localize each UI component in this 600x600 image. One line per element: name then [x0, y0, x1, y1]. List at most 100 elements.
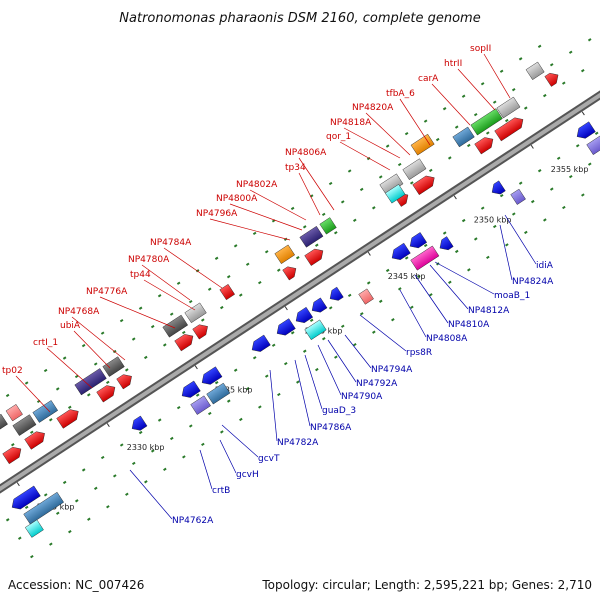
gene-shape	[470, 108, 503, 136]
guide-dash	[81, 343, 86, 348]
gene-label-reverse: NP4794A	[371, 365, 413, 375]
guide-dash	[562, 205, 566, 210]
leader-line	[365, 112, 411, 156]
guide-dash	[537, 44, 542, 48]
lane-guides	[5, 38, 599, 559]
guide-dash	[353, 342, 357, 347]
guide-dash	[435, 137, 440, 142]
guide-dash	[530, 199, 535, 204]
guide-dash	[511, 212, 516, 216]
guide-dash	[169, 436, 174, 441]
guide-dash	[188, 299, 193, 304]
guide-dash	[296, 380, 300, 384]
guide-dash	[214, 256, 219, 260]
guide-dash	[271, 343, 276, 347]
gene-feature	[299, 226, 324, 248]
gene-feature	[412, 175, 435, 196]
leader-line	[129, 469, 173, 520]
guide-dash	[504, 118, 509, 123]
guide-dash	[385, 144, 390, 148]
gene-feature	[410, 245, 440, 271]
tick-label: 2355 kbp	[551, 165, 589, 174]
guide-dash	[309, 318, 314, 322]
guide-dash	[499, 193, 504, 198]
gene-shape	[5, 404, 23, 422]
gene-feature	[410, 133, 435, 156]
gene-shape	[2, 446, 22, 465]
guide-dash	[125, 492, 129, 496]
gene-label-reverse: NP4812A	[468, 306, 510, 316]
guide-dash	[200, 318, 205, 322]
gene-feature	[174, 334, 194, 352]
gene-feature	[24, 519, 44, 538]
guide-dash	[239, 417, 243, 422]
guide-dash	[62, 480, 67, 485]
gene-feature	[192, 324, 208, 340]
gene-label-reverse: NP4762A	[172, 516, 214, 526]
guide-dash	[505, 243, 509, 247]
guide-dash	[587, 162, 592, 166]
guide-dash	[290, 331, 295, 335]
guide-dash	[181, 330, 186, 335]
gene-shape	[12, 414, 37, 436]
guide-dash	[568, 174, 573, 179]
gene-feature	[181, 380, 201, 398]
guide-dash	[328, 181, 333, 186]
tick-label: 2335 kbp	[215, 385, 253, 394]
guide-dash	[333, 231, 338, 235]
guide-dash	[328, 306, 333, 310]
gene-shape	[474, 137, 494, 155]
guide-dash	[17, 536, 22, 540]
guide-dash	[378, 175, 383, 179]
guide-dash	[416, 274, 421, 279]
guide-dash	[397, 287, 402, 291]
leader-line	[46, 347, 93, 389]
guide-dash	[105, 380, 110, 385]
gene-feature	[24, 431, 45, 450]
guide-dash	[195, 269, 200, 273]
gene-feature	[452, 126, 475, 148]
gene-feature	[304, 248, 324, 266]
guide-dash	[55, 511, 60, 515]
accession-text: Accession: NC_007426	[8, 578, 145, 592]
gene-features	[0, 61, 600, 538]
leader-line	[317, 344, 342, 396]
guide-dash	[233, 368, 238, 372]
gene-shape	[23, 491, 64, 525]
gene-shape	[319, 217, 337, 235]
leader-line	[298, 172, 321, 216]
guide-dash	[238, 293, 243, 297]
leader-line	[71, 316, 126, 361]
gene-label-forward: NP4768A	[58, 307, 100, 317]
gene-label-forward: tp02	[2, 366, 23, 376]
guide-dash	[81, 468, 86, 472]
leader-line	[249, 189, 307, 221]
gene-feature	[295, 306, 314, 323]
leader-line	[219, 439, 237, 474]
gene-label-forward: NP4776A	[86, 287, 128, 297]
tick-mark	[16, 482, 20, 487]
guide-dash	[112, 474, 117, 478]
guide-dash	[119, 318, 124, 323]
topology-text: Topology: circular; Length: 2,595,221 bp…	[262, 578, 592, 592]
guide-dash	[295, 256, 300, 260]
gene-label-reverse: gcvH	[236, 470, 259, 480]
gene-shape	[96, 385, 116, 403]
guide-dash	[277, 392, 281, 397]
gene-feature	[12, 414, 37, 436]
guide-dash	[423, 243, 428, 248]
gene-label-forward: ubiA	[60, 321, 81, 331]
guide-dash	[537, 169, 542, 173]
gene-feature	[0, 413, 8, 435]
gene-feature	[525, 61, 545, 80]
guide-dash	[24, 505, 29, 510]
gene-label-forward: NP4796A	[196, 209, 238, 219]
guide-dash	[340, 324, 345, 328]
leader-line	[339, 141, 391, 171]
guide-dash	[442, 107, 447, 111]
guide-dash	[321, 212, 326, 217]
guide-dash	[195, 393, 200, 397]
gene-feature	[391, 242, 411, 260]
guide-dash	[182, 455, 186, 459]
